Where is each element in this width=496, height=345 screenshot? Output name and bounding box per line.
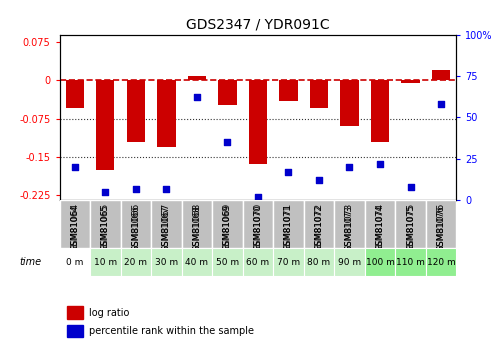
Bar	[121, 248, 151, 276]
Bar	[249, 80, 267, 165]
Bar	[60, 248, 90, 276]
Text: GSM81076: GSM81076	[436, 203, 445, 252]
Text: 20 m: 20 m	[124, 258, 147, 267]
Text: GSM81075: GSM81075	[406, 205, 415, 250]
Text: 10 m: 10 m	[94, 258, 117, 267]
Text: 80 m: 80 m	[308, 258, 330, 267]
Text: 90 m: 90 m	[338, 258, 361, 267]
Text: 100 m: 100 m	[366, 258, 394, 267]
Point	[407, 184, 415, 190]
Text: GSM81065: GSM81065	[101, 205, 110, 250]
Bar	[334, 248, 365, 276]
Bar	[401, 80, 420, 83]
Text: 120 m: 120 m	[427, 258, 455, 267]
Bar	[218, 80, 237, 105]
Bar	[395, 200, 426, 248]
Text: GSM81069: GSM81069	[223, 203, 232, 252]
Bar	[426, 200, 456, 248]
Text: log ratio: log ratio	[89, 308, 129, 317]
Text: GSM81070: GSM81070	[253, 203, 262, 252]
Bar	[243, 248, 273, 276]
Bar	[151, 248, 182, 276]
Text: 110 m: 110 m	[396, 258, 425, 267]
Point	[437, 101, 445, 107]
Bar	[304, 248, 334, 276]
Bar	[212, 200, 243, 248]
Bar	[67, 306, 83, 319]
Text: GSM81067: GSM81067	[162, 205, 171, 250]
Bar	[60, 200, 90, 248]
Text: GSM81064: GSM81064	[70, 203, 79, 252]
Bar	[310, 80, 328, 108]
Text: GSM81070: GSM81070	[253, 205, 262, 250]
Text: GSM81066: GSM81066	[131, 205, 140, 250]
Bar	[157, 80, 176, 147]
Text: GSM81068: GSM81068	[192, 205, 201, 250]
Text: GSM81073: GSM81073	[345, 205, 354, 250]
Bar	[304, 200, 334, 248]
Text: GSM81071: GSM81071	[284, 205, 293, 250]
Title: GDS2347 / YDR091C: GDS2347 / YDR091C	[186, 18, 330, 32]
Point	[223, 139, 231, 145]
Text: GSM81064: GSM81064	[70, 205, 79, 250]
Bar	[279, 80, 298, 101]
Bar	[334, 200, 365, 248]
Point	[315, 177, 323, 183]
Text: GSM81074: GSM81074	[375, 203, 384, 252]
Text: GSM81076: GSM81076	[436, 205, 445, 250]
Bar	[273, 248, 304, 276]
Text: GSM81069: GSM81069	[223, 205, 232, 250]
Text: 40 m: 40 m	[186, 258, 208, 267]
Point	[71, 164, 79, 170]
Bar	[90, 248, 121, 276]
Text: GSM81067: GSM81067	[162, 203, 171, 252]
Bar	[67, 325, 83, 337]
Bar	[182, 248, 212, 276]
Bar	[243, 200, 273, 248]
Bar	[187, 76, 206, 80]
Text: 70 m: 70 m	[277, 258, 300, 267]
Bar	[90, 200, 121, 248]
Point	[101, 189, 109, 195]
Text: time: time	[20, 257, 42, 267]
Bar	[365, 200, 395, 248]
Bar	[432, 70, 450, 80]
Bar	[151, 200, 182, 248]
Point	[132, 186, 140, 191]
Point	[162, 186, 170, 191]
Text: GSM81071: GSM81071	[284, 203, 293, 252]
Text: GSM81073: GSM81073	[345, 203, 354, 252]
Text: GSM81066: GSM81066	[131, 203, 140, 252]
Text: 0 m: 0 m	[66, 258, 83, 267]
Point	[254, 194, 262, 199]
Text: 60 m: 60 m	[247, 258, 269, 267]
Text: GSM81074: GSM81074	[375, 205, 384, 250]
Bar	[126, 80, 145, 141]
Bar	[212, 248, 243, 276]
Text: GSM81065: GSM81065	[101, 203, 110, 252]
Point	[376, 161, 384, 166]
Text: GSM81072: GSM81072	[314, 203, 323, 252]
Bar	[426, 248, 456, 276]
Bar	[273, 200, 304, 248]
Bar	[365, 248, 395, 276]
Point	[193, 95, 201, 100]
Bar	[395, 248, 426, 276]
Bar	[121, 200, 151, 248]
Bar	[65, 80, 84, 108]
Bar	[371, 80, 389, 141]
Text: 30 m: 30 m	[155, 258, 178, 267]
Text: 50 m: 50 m	[216, 258, 239, 267]
Bar	[340, 80, 359, 126]
Bar	[182, 200, 212, 248]
Point	[285, 169, 293, 175]
Text: GSM81068: GSM81068	[192, 203, 201, 252]
Text: GSM81075: GSM81075	[406, 203, 415, 252]
Text: GSM81072: GSM81072	[314, 205, 323, 250]
Bar	[96, 80, 115, 169]
Text: percentile rank within the sample: percentile rank within the sample	[89, 326, 254, 336]
Point	[346, 164, 354, 170]
